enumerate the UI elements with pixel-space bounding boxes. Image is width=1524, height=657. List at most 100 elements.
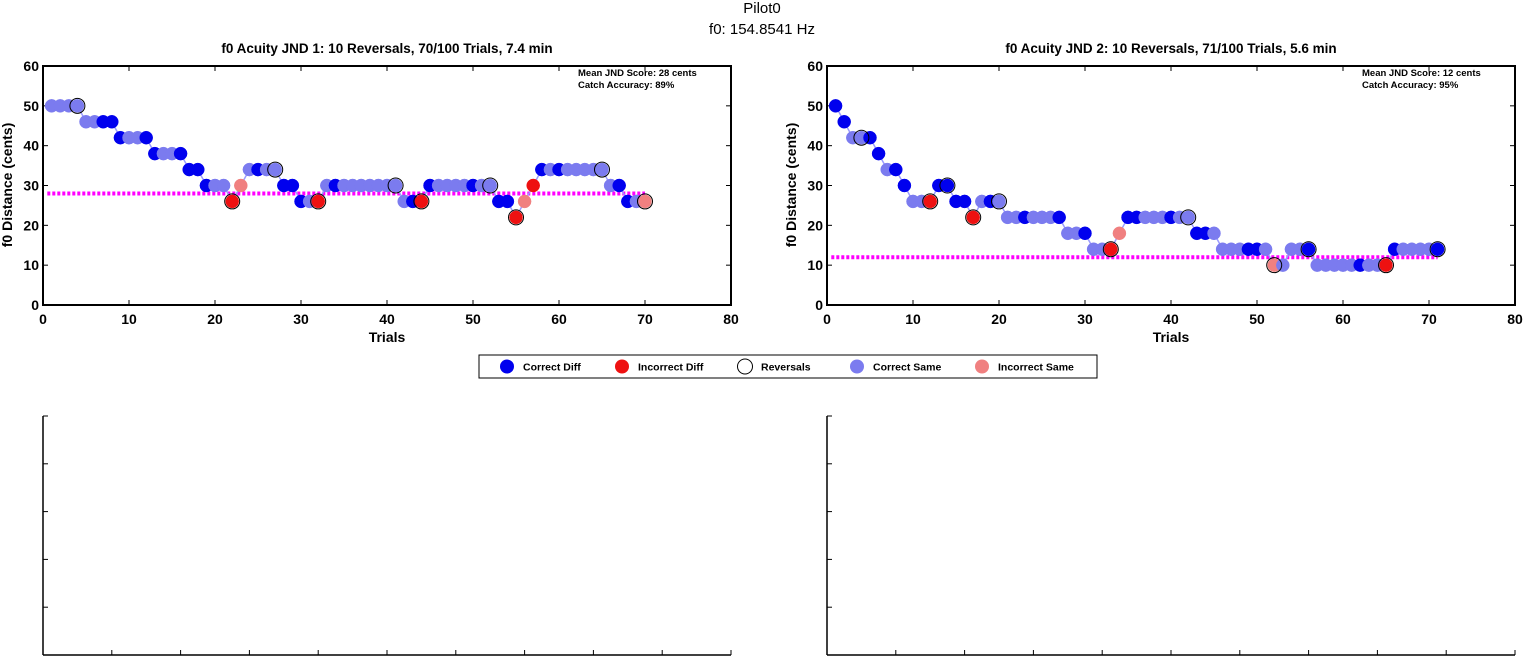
jnd2-staircase-path [834,105,1438,266]
jnd1-y-tick-label: 10 [23,257,39,273]
jnd1-x-tick-label: 60 [551,311,567,327]
jnd1-y-tick-label: 60 [23,58,39,74]
empty-axes-right [826,415,1516,656]
jnd1-reversal-marker [387,177,404,194]
jnd2-trial-point [828,99,843,113]
jnd1-trial-point [526,178,540,193]
jnd2-trial-point [966,210,980,225]
jnd1-trial-point [268,162,282,177]
figure-subtitle: f0: 154.8541 Hz [709,21,815,38]
jnd1-trial-point [191,162,205,177]
legend: Correct Diff Incorrect Diff Reversals Corre… [478,354,1098,379]
jnd1-trial-point [311,194,325,209]
jnd1-trial-point [638,194,652,209]
jnd2-trial-point [871,146,886,161]
jnd1-reversal-marker [413,193,430,210]
legend-label: Incorrect Same [998,362,1074,374]
jnd1-trial-point [595,162,609,177]
jnd1-x-tick-label: 80 [723,311,739,327]
jnd1-x-tick-label: 40 [379,311,395,327]
legend-marker [850,359,864,374]
jnd2-y-tick-label: 0 [815,297,823,313]
jnd1-trial-point [509,210,523,225]
jnd1-trial-point [483,178,497,193]
jnd2-reversal-marker [965,209,982,226]
jnd2-y-tick-label: 40 [807,138,823,154]
jnd2-trial-point [1052,210,1066,225]
empty-axes-left [42,415,732,656]
jnd1-trial-point [234,178,248,193]
jnd2-trial-point [889,162,903,177]
jnd1-staircase-path [51,105,645,219]
jnd1-reversal-marker [224,193,241,210]
jnd1-x-tick-label: 20 [207,311,223,327]
jnd1-reversal-marker [508,209,524,226]
jnd2-chart: f0 Acuity JND 2: 10 Reversals, 71/100 Tr… [783,41,1523,345]
jnd2-trial-point [1276,258,1290,272]
jnd2-reversal-marker [1378,257,1394,274]
legend-marker [615,359,629,374]
jnd2-x-tick-label: 0 [823,311,831,327]
jnd1-reversal-marker [267,161,284,178]
jnd2-reversal-marker [1300,241,1317,258]
jnd1-chart-title: f0 Acuity JND 1: 10 Reversals, 70/100 Tr… [221,41,552,56]
jnd1-chart: f0 Acuity JND 1: 10 Reversals, 70/100 Tr… [0,41,739,345]
jnd2-trial-point [992,194,1006,209]
jnd2-trial-point [940,178,955,193]
jnd2-trial-point [1207,226,1221,241]
jnd1-reversal-marker [594,161,610,178]
jnd2-reversal-marker [991,193,1007,210]
jnd2-x-tick-label: 60 [1335,311,1351,327]
jnd1-y-tick-label: 30 [23,178,39,194]
legend-marker [500,359,514,374]
jnd1-reversal-marker [310,193,327,210]
jnd1-x-tick-label: 0 [39,311,47,327]
jnd1-catch-accuracy-annotation: Catch Accuracy: 89% [578,80,675,91]
jnd1-trial-point [414,194,429,209]
jnd2-trial-point [1379,258,1393,272]
jnd1-reversal-marker [482,177,499,194]
jnd2-trial-point [1112,226,1127,241]
legend-box [478,354,1098,379]
jnd1-y-tick-label: 20 [23,217,39,233]
jnd1-trial-point [173,146,188,161]
jnd1-x-tick-label: 30 [293,311,309,327]
jnd1-reversal-marker [69,97,86,114]
jnd1-y-axis-label: f0 Distance (cents) [0,123,15,247]
jnd1-trial-point [612,178,626,193]
jnd1-reversal-marker [637,193,653,210]
jnd2-x-tick-label: 70 [1421,311,1437,327]
jnd1-x-axis-label: Trials [369,329,406,345]
jnd2-trial-point [1301,242,1316,256]
jnd1-trial-point [105,115,119,129]
jnd2-axes-frame [826,65,1516,306]
jnd1-x-tick-label: 10 [121,311,137,327]
jnd2-x-tick-label: 40 [1163,311,1179,327]
jnd2-x-tick-label: 30 [1077,311,1093,327]
jnd2-trial-point [897,178,912,193]
jnd2-y-tick-label: 10 [807,257,823,273]
jnd2-y-tick-label: 20 [807,217,823,233]
jnd1-y-tick-label: 0 [31,297,39,313]
jnd2-reversal-marker [922,193,939,210]
jnd2-y-tick-label: 50 [807,98,823,114]
jnd1-trial-point [500,194,515,209]
jnd1-trial-point [216,178,231,193]
jnd2-trial-point [863,130,877,145]
jnd1-trial-point [225,194,239,209]
jnd2-x-tick-label: 20 [991,311,1007,327]
jnd1-trial-point [70,99,85,113]
jnd2-x-tick-label: 10 [905,311,921,327]
jnd2-reversal-marker [1266,257,1283,274]
jnd1-trial-point [139,130,153,145]
jnd1-trial-point [517,194,532,209]
legend-label: Reversals [761,362,811,374]
jnd2-reversal-marker [1180,209,1197,226]
legend-marker-reversals [737,358,753,375]
jnd1-x-tick-label: 50 [465,311,481,327]
jnd2-y-tick-label: 30 [807,178,823,194]
jnd2-trial-point [923,194,937,209]
jnd1-x-tick-label: 70 [637,311,653,327]
jnd2-y-axis-label: f0 Distance (cents) [783,123,799,247]
jnd2-trial-point [957,194,972,209]
